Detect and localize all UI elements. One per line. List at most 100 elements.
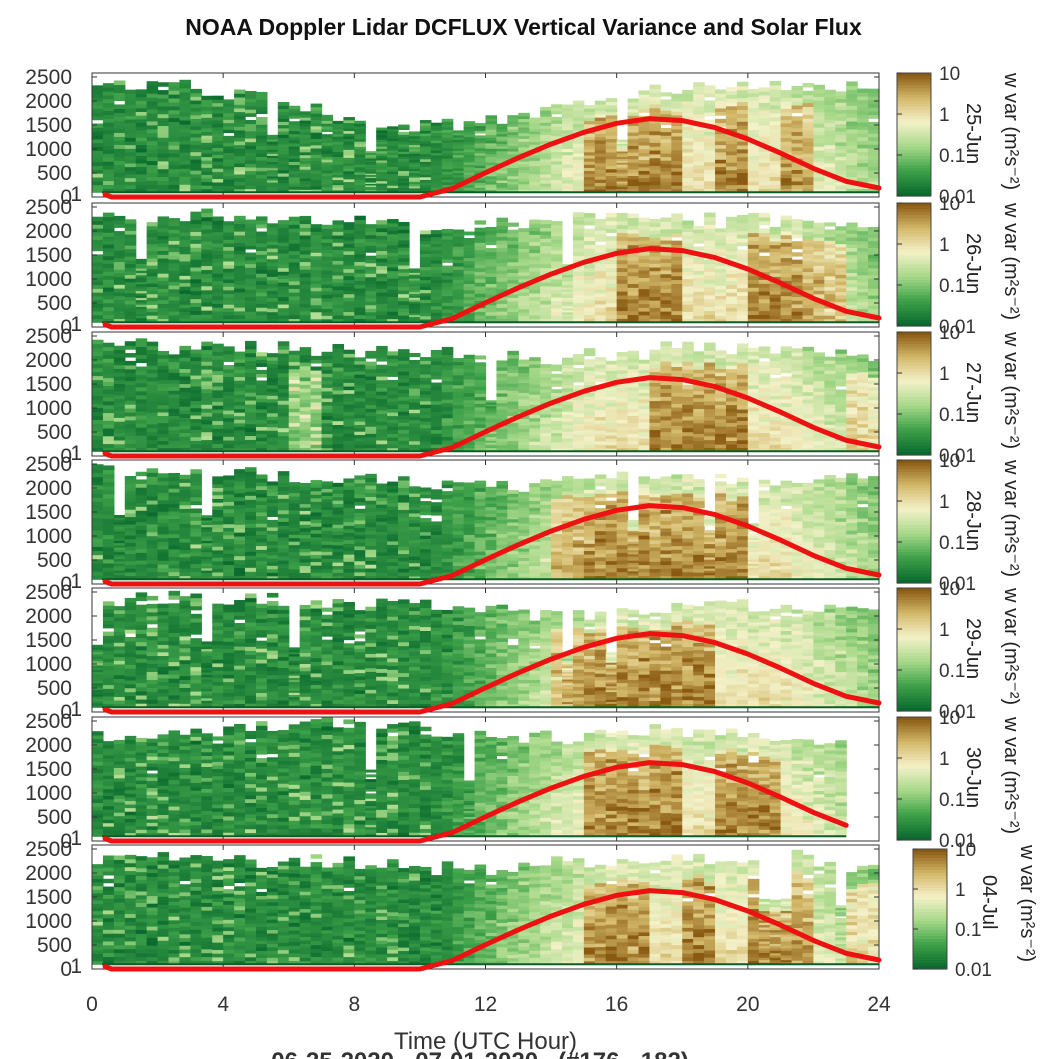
heatmap-cell	[529, 226, 541, 232]
heatmap-cell	[583, 133, 596, 137]
heatmap-cell	[452, 143, 465, 147]
heatmap-cell	[769, 180, 782, 185]
heatmap-cell	[135, 137, 148, 142]
heatmap-cell	[179, 253, 191, 258]
heatmap-cell	[408, 388, 421, 393]
heatmap-cell	[201, 127, 213, 133]
heatmap-cell	[135, 354, 148, 360]
heatmap-cell	[212, 242, 224, 248]
heatmap-cell	[146, 415, 159, 421]
heatmap-cell	[234, 162, 246, 168]
heatmap-cell	[387, 166, 399, 170]
heatmap-cell	[780, 287, 793, 293]
heatmap-cell	[649, 123, 661, 128]
heatmap-cell	[157, 113, 170, 119]
heatmap-cell	[354, 377, 366, 382]
heatmap-cell	[223, 307, 235, 312]
heatmap-cell	[715, 251, 727, 256]
heatmap-cell	[835, 145, 847, 150]
heatmap-cell	[212, 374, 224, 379]
heatmap-cell	[387, 222, 399, 227]
heatmap-cell	[310, 224, 323, 229]
heatmap-cell	[124, 364, 137, 370]
heatmap-cell	[223, 99, 235, 104]
heatmap-cell	[179, 79, 191, 85]
heatmap-cell	[354, 306, 366, 312]
heatmap-cell	[102, 118, 115, 123]
heatmap-cell	[179, 221, 191, 226]
heatmap-cell	[474, 278, 487, 283]
heatmap-cell	[190, 166, 202, 171]
heatmap-cell	[190, 371, 202, 376]
heatmap-cell	[682, 126, 694, 131]
heatmap-cell	[376, 187, 388, 191]
heatmap-cell	[496, 269, 508, 275]
heatmap-cell	[102, 310, 115, 315]
heatmap-cell	[758, 113, 771, 118]
heatmap-cell	[234, 436, 246, 442]
heatmap-cell	[398, 229, 410, 234]
colorbar-swatch	[897, 168, 931, 172]
heatmap-cell	[376, 223, 388, 229]
heatmap-cell	[212, 231, 224, 236]
heatmap-cell	[387, 140, 399, 144]
heatmap-cell	[310, 173, 323, 177]
heatmap-cell	[572, 103, 585, 108]
heatmap-cell	[857, 234, 869, 238]
heatmap-cell	[540, 245, 552, 250]
heatmap-cell	[452, 246, 465, 250]
heatmap-cell	[704, 154, 716, 159]
heatmap-cell	[529, 237, 541, 243]
heatmap-cell	[157, 94, 170, 99]
heatmap-cell	[408, 170, 421, 174]
heatmap-cell	[562, 280, 574, 284]
heatmap-cell	[299, 391, 312, 397]
heatmap-cell	[255, 257, 268, 263]
heatmap-cell	[332, 443, 344, 448]
heatmap-cell	[299, 406, 312, 411]
heatmap-cell	[496, 288, 508, 293]
heatmap-cell	[102, 427, 115, 433]
heatmap-cell	[190, 443, 202, 449]
heatmap-cell	[157, 299, 170, 304]
heatmap-cell	[452, 292, 465, 297]
heatmap-cell	[430, 259, 443, 264]
heatmap-cell	[212, 307, 224, 312]
heatmap-cell	[780, 242, 793, 247]
heatmap-cell	[255, 131, 268, 136]
heatmap-cell	[408, 295, 421, 298]
heatmap-cell	[332, 424, 344, 429]
heatmap-cell	[551, 296, 563, 302]
heatmap-cell	[387, 266, 399, 272]
heatmap-cell	[857, 132, 869, 138]
heatmap-cell	[92, 383, 104, 389]
heatmap-cell	[485, 140, 498, 144]
heatmap-cell	[266, 409, 279, 414]
heatmap-cell	[704, 306, 716, 312]
heatmap-cell	[321, 263, 334, 268]
heatmap-cell	[376, 254, 388, 259]
heatmap-cell	[124, 289, 137, 294]
heatmap-cell	[365, 152, 377, 155]
heatmap-cell	[223, 260, 235, 266]
heatmap-cell	[92, 89, 104, 94]
heatmap-cell	[223, 188, 235, 193]
heatmap-cell	[540, 260, 552, 265]
heatmap-cell	[365, 393, 377, 399]
heatmap-cell	[135, 159, 148, 164]
heatmap-cell	[507, 247, 519, 252]
heatmap-cell	[255, 120, 268, 125]
heatmap-cell	[124, 435, 137, 441]
heatmap-cell	[693, 232, 705, 237]
heatmap-cell	[430, 167, 443, 171]
heatmap-cell	[485, 258, 498, 263]
heatmap-cell	[408, 370, 421, 375]
heatmap-cell	[682, 93, 694, 98]
heatmap-cell	[594, 136, 607, 141]
heatmap-cell	[769, 248, 782, 253]
heatmap-cell	[376, 349, 388, 355]
heatmap-cell	[124, 292, 137, 298]
heatmap-cell	[562, 129, 574, 134]
heatmap-cell	[376, 280, 388, 286]
